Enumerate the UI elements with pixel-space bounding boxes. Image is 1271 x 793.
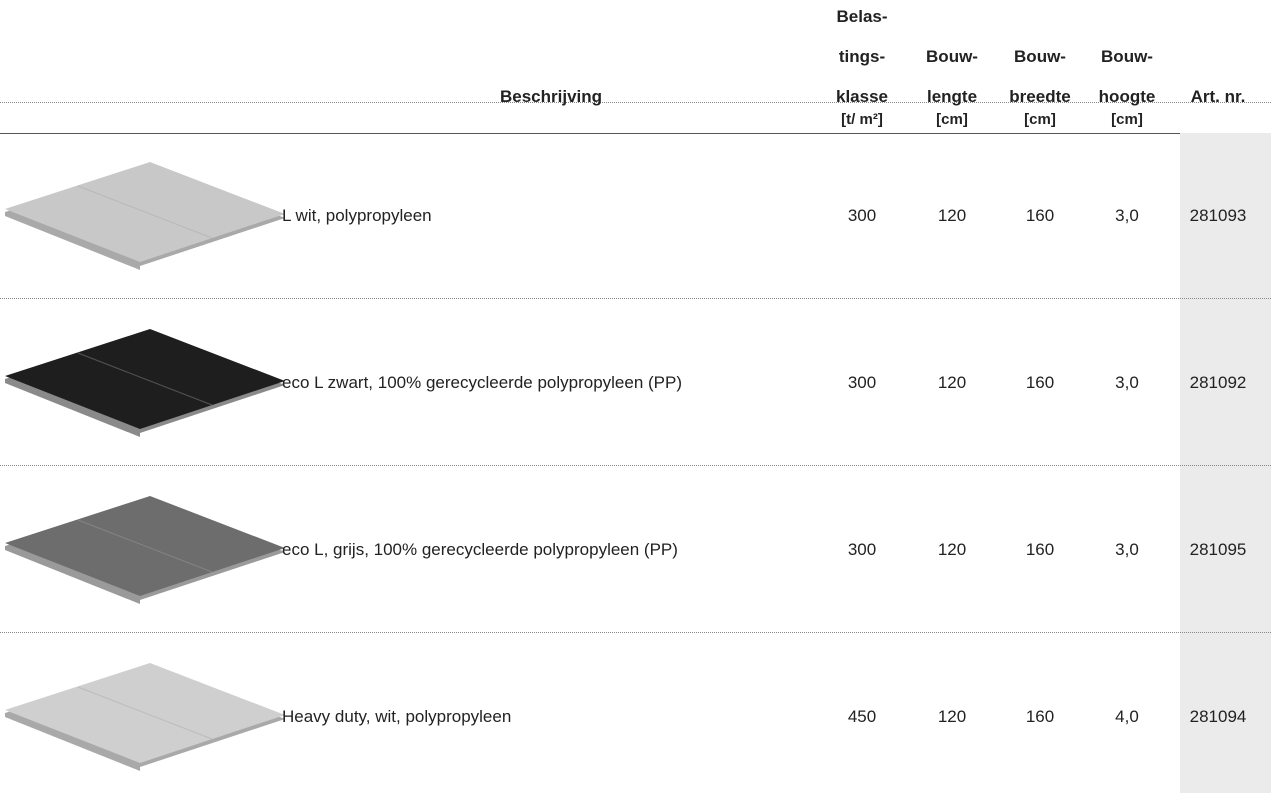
header-divider [0,102,1271,103]
column-header: klasse [836,87,888,106]
description: eco L, grijs, 100% gerecycleerde polypro… [282,540,678,559]
column-header: tings- [838,47,886,66]
cell-value: 300 [847,540,877,559]
description: Heavy duty, wit, polypropyleen [282,707,512,726]
cell-value: 160 [1025,707,1055,726]
cell-value: 300 [847,206,877,225]
art-column-bg [1180,133,1271,793]
unit-label: [cm] [1111,111,1143,128]
column-header: Art. nr. [1190,87,1246,106]
row-divider [0,298,1271,299]
cell-value: 120 [937,707,967,726]
cell-value: 3,0 [1115,373,1139,392]
row-divider [0,465,1271,466]
column-header: hoogte [1098,87,1156,106]
column-header: Bouw- [926,47,978,66]
product-image [5,329,285,437]
column-header: breedte [1009,87,1071,106]
cell-value: 160 [1025,373,1055,392]
unit-label: [t/ m²] [841,111,883,128]
cell-value: 120 [937,373,967,392]
column-header: lengte [926,87,978,106]
cell-value: 281095 [1189,540,1247,559]
cell-value: 4,0 [1115,707,1139,726]
unit-divider [0,133,1180,134]
cell-value: 3,0 [1115,206,1139,225]
description: L wit, polypropyleen [282,206,432,225]
product-image [5,496,285,604]
product-image [5,663,285,771]
cell-value: 160 [1025,206,1055,225]
cell-value: 3,0 [1115,540,1139,559]
unit-label: [cm] [1024,111,1056,128]
row-divider [0,632,1271,633]
cell-value: 300 [847,373,877,392]
description: eco L zwart, 100% gerecycleerde polyprop… [282,373,683,392]
cell-value: 281094 [1189,707,1247,726]
cell-value: 120 [937,206,967,225]
cell-value: 281092 [1189,373,1247,392]
product-image [5,162,285,270]
column-header: Belas- [836,7,888,26]
column-header: Beschrijving [499,87,603,106]
unit-label: [cm] [936,111,968,128]
cell-value: 450 [847,707,877,726]
cell-value: 120 [937,540,967,559]
column-header: Bouw- [1101,47,1153,66]
cell-value: 281093 [1189,206,1247,225]
column-header: Bouw- [1014,47,1066,66]
cell-value: 160 [1025,540,1055,559]
